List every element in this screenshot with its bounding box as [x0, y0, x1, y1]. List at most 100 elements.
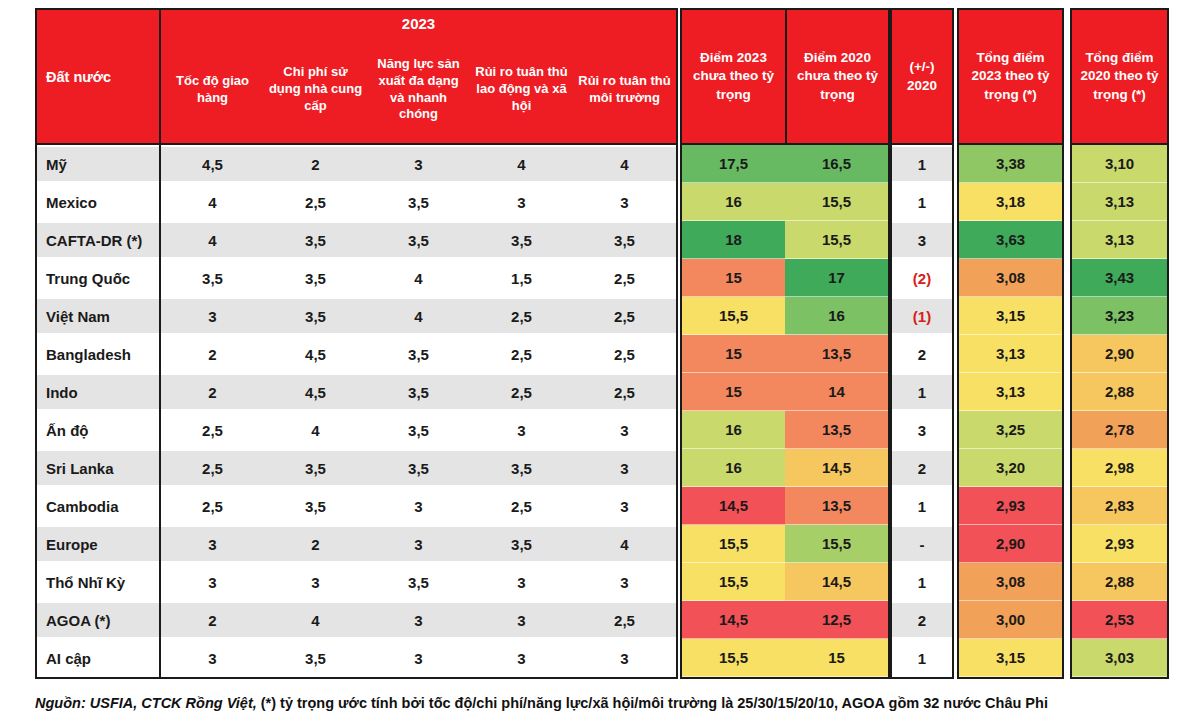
subcol-header-supplier-cost: Chi phí sử dụng nhà cung cấp — [264, 36, 367, 143]
unweighted-2023-cell: 15,5 — [682, 525, 785, 563]
weighted-2020-cell: 2,88 — [1072, 373, 1167, 411]
table-row: 15,5 15,5 — [682, 525, 888, 563]
unweighted-2023-cell: 16 — [682, 411, 785, 449]
col-header-weighted-2023: Tổng điểm 2023 theo tỷ trọng (*) — [959, 10, 1062, 143]
unweighted-2020-cell: 14,5 — [785, 449, 888, 487]
subcol-header-environment-risk: Rủi ro tuân thủ môi trường — [573, 36, 676, 143]
score-cell-environment-risk: 3 — [573, 449, 676, 487]
table-row: 3 — [892, 411, 952, 449]
table-row: 3 — [892, 221, 952, 259]
score-cell-capacity: 4 — [367, 297, 470, 335]
table-row: - — [892, 525, 952, 563]
unweighted-2023-cell: 18 — [682, 221, 785, 259]
table-row: 3,38 — [959, 145, 1062, 183]
table-row: 15,5 16 — [682, 297, 888, 335]
weighted-2020-rows: 3,10 3,13 3,13 3,43 3,23 2,90 2,88 2,78 … — [1072, 145, 1167, 677]
weighted-2023-cell: 3,15 — [959, 639, 1062, 677]
table-row: 2,90 — [1072, 335, 1167, 373]
score-cell-labor-social-risk: 2,5 — [470, 297, 573, 335]
weighted-2023-cell: 3,15 — [959, 297, 1062, 335]
subcolumn-headers: Tốc độ giao hàng Chi phí sử dụng nhà cun… — [161, 36, 676, 143]
table-row: AI cập 3 3,5 3 3 3 — [37, 639, 676, 677]
table-row: 15 13,5 — [682, 335, 888, 373]
country-cell: Europe — [37, 525, 161, 563]
score-cell-labor-social-risk: 2,5 — [470, 335, 573, 373]
score-cell-capacity: 3,5 — [367, 411, 470, 449]
score-cell-supplier-cost: 3,5 — [264, 487, 367, 525]
table-row: 2,93 — [1072, 525, 1167, 563]
table-row: 3,10 — [1072, 145, 1167, 183]
table-row: 3,00 — [959, 601, 1062, 639]
table-row: 3,15 — [959, 297, 1062, 335]
table-row: 1 — [892, 639, 952, 677]
table-row: 3,15 — [959, 639, 1062, 677]
weighted-2023-cell: 2,93 — [959, 487, 1062, 525]
table-row: 3,43 — [1072, 259, 1167, 297]
score-cell-supplier-cost: 4,5 — [264, 335, 367, 373]
table-row: 16 13,5 — [682, 411, 888, 449]
table-row: Bangladesh 2 4,5 3,5 2,5 2,5 — [37, 335, 676, 373]
score-cell-supplier-cost: 4 — [264, 411, 367, 449]
unweighted-2020-cell: 16 — [785, 297, 888, 335]
score-cell-environment-risk: 4 — [573, 525, 676, 563]
table-row: 2,78 — [1072, 411, 1167, 449]
score-cell-environment-risk: 3 — [573, 563, 676, 601]
score-cell-capacity: 3 — [367, 487, 470, 525]
score-cell-environment-risk: 4 — [573, 145, 676, 183]
table-row: (2) — [892, 259, 952, 297]
table-row: 3,13 — [1072, 183, 1167, 221]
weighted-2020-cell: 3,10 — [1072, 145, 1167, 183]
score-cell-delivery-speed: 4,5 — [161, 145, 264, 183]
score-cell-environment-risk: 2,5 — [573, 601, 676, 639]
score-cell-supplier-cost: 3,5 — [264, 639, 367, 677]
weighted-2023-cell: 3,18 — [959, 183, 1062, 221]
delta-cell: 2 — [892, 335, 952, 373]
table-row: Europe 3 2 3 3,5 4 — [37, 525, 676, 563]
subcol-header-capacity: Năng lực sản xuất đa dạng và nhanh chóng — [367, 36, 470, 143]
unweighted-2023-cell: 16 — [682, 449, 785, 487]
score-cell-labor-social-risk: 2,5 — [470, 373, 573, 411]
unweighted-2020-cell: 15,5 — [785, 183, 888, 221]
score-cell-delivery-speed: 2 — [161, 373, 264, 411]
weighted-2020-cell: 2,88 — [1072, 563, 1167, 601]
weighted-2020-cell: 3,13 — [1072, 221, 1167, 259]
table-row: 1 — [892, 183, 952, 221]
weighted-2023-cell: 3,20 — [959, 449, 1062, 487]
col-header-weighted-2020: Tổng điểm 2020 theo tỷ trọng (*) — [1072, 10, 1167, 143]
table-row: 18 15,5 — [682, 221, 888, 259]
table-row: 2,90 — [959, 525, 1062, 563]
weighted-2020-cell: 2,53 — [1072, 601, 1167, 639]
unweighted-2020-cell: 13,5 — [785, 411, 888, 449]
unweighted-2023-cell: 15,5 — [682, 563, 785, 601]
weighted-2023-rows: 3,38 3,18 3,63 3,08 3,15 3,13 3,13 3,25 … — [959, 145, 1062, 677]
unweighted-scores-block: Điểm 2023 chưa theo tỷ trọng Điểm 2020 c… — [680, 8, 890, 679]
score-cell-supplier-cost: 3,5 — [264, 449, 367, 487]
table-row: 15 17 — [682, 259, 888, 297]
table-row: Thổ Nhĩ Kỳ 3 3 3,5 3 3 — [37, 563, 676, 601]
unweighted-2023-cell: 15 — [682, 335, 785, 373]
weighted-2020-block: Tổng điểm 2020 theo tỷ trọng (*) 3,10 3,… — [1070, 8, 1169, 679]
weighted-2023-header-wrap: Tổng điểm 2023 theo tỷ trọng (*) — [959, 10, 1062, 145]
delta-cell: 1 — [892, 563, 952, 601]
table-row: 3,08 — [959, 563, 1062, 601]
note-text: (*) tỷ trọng ước tính bởi tốc độ/chi phí… — [261, 695, 1048, 711]
table-row: 16 15,5 — [682, 183, 888, 221]
table-row: 2,88 — [1072, 373, 1167, 411]
delta-cell: (2) — [892, 259, 952, 297]
weighted-2020-cell: 2,90 — [1072, 335, 1167, 373]
col-header-delta: (+/-) 2020 — [892, 10, 952, 143]
unweighted-2023-cell: 14,5 — [682, 601, 785, 639]
score-cell-labor-social-risk: 3,5 — [470, 525, 573, 563]
score-cell-capacity: 3,5 — [367, 221, 470, 259]
table-row: 3,25 — [959, 411, 1062, 449]
delta-cell: 3 — [892, 221, 952, 259]
table-row: 2,98 — [1072, 449, 1167, 487]
score-cell-labor-social-risk: 3 — [470, 639, 573, 677]
score-cell-labor-social-risk: 3 — [470, 411, 573, 449]
country-score-rows: Mỹ 4,5 2 3 4 4 Mexico 4 2,5 3,5 3 3 CAFT… — [37, 145, 676, 677]
weighted-2023-cell: 3,08 — [959, 259, 1062, 297]
unweighted-2020-cell: 15,5 — [785, 221, 888, 259]
country-cell: Mexico — [37, 183, 161, 221]
country-scores-block: Đất nước 2023 Tốc độ giao hàng Chi phí s… — [35, 8, 678, 679]
score-cell-environment-risk: 2,5 — [573, 259, 676, 297]
